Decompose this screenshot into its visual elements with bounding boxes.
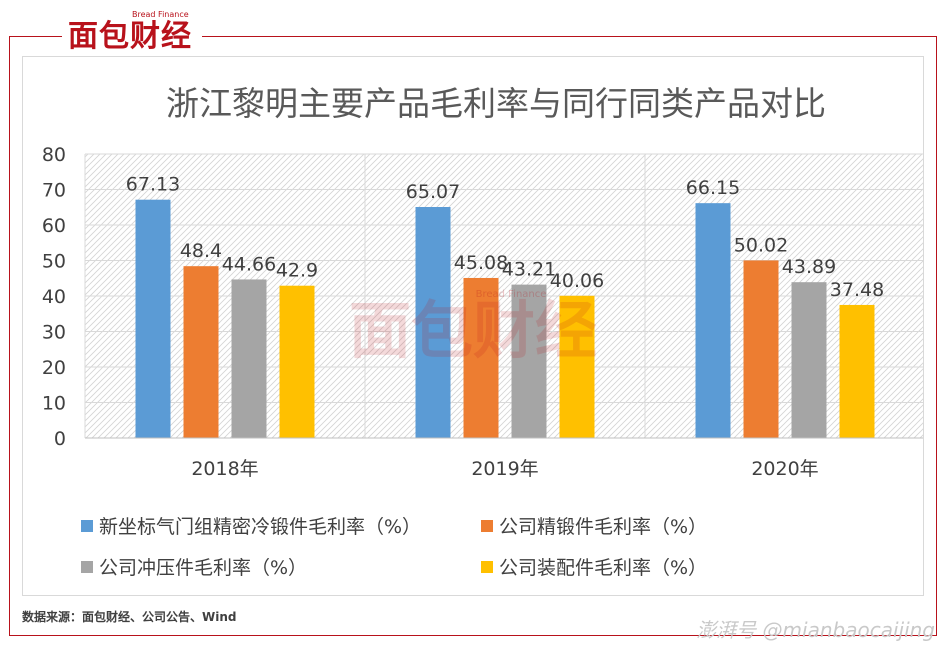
- bar-1-3: [559, 295, 595, 438]
- data-source-note: 数据来源：面包财经、公司公告、Wind: [22, 610, 237, 624]
- data-label-1-0: 65.07: [406, 181, 460, 203]
- brand-logo-text: 面包财经: [68, 19, 192, 54]
- legend-item-2: 公司冲压件毛利率（%）: [81, 553, 307, 580]
- y-tick-label-8: 80: [42, 144, 66, 166]
- chart-panel: 浙江黎明主要产品毛利率与同行同类产品对比 67.13 48.4 44.66 42.9 6…: [22, 56, 924, 596]
- legend-item-0: 新坐标气门组精密冷锻件毛利率（%）: [81, 512, 421, 539]
- data-label-0-2: 44.66: [222, 253, 276, 275]
- bar-0-0: [135, 199, 171, 438]
- x-tick-label-1: 2019年: [471, 458, 538, 480]
- bar-1-2: [511, 284, 547, 438]
- bar-0-1: [183, 266, 219, 438]
- y-tick-label-1: 10: [42, 393, 66, 415]
- bar-0-2: [231, 279, 267, 438]
- center-watermark: 面包财经: [349, 294, 597, 367]
- data-label-1-1: 45.08: [454, 252, 508, 274]
- data-label-0-1: 48.4: [180, 240, 222, 262]
- legend-label-1: 公司精锻件毛利率（%）: [499, 516, 708, 538]
- x-tick-label-0: 2018年: [191, 458, 258, 480]
- bar-2-2: [791, 282, 827, 438]
- y-tick-label-0: 0: [54, 428, 66, 450]
- data-label-2-1: 50.02: [734, 234, 788, 256]
- x-tick-label-2: 2020年: [751, 458, 818, 480]
- y-tick-label-5: 50: [42, 251, 66, 273]
- y-tick-label-3: 30: [42, 322, 66, 344]
- bars: [135, 199, 875, 438]
- legend-swatch-2: [81, 561, 93, 573]
- data-label-0-3: 42.9: [276, 260, 318, 282]
- bar-2-3: [839, 304, 875, 438]
- y-tick-label-6: 60: [42, 215, 66, 237]
- legend-label-3: 公司装配件毛利率（%）: [499, 557, 708, 579]
- bar-2-0: [695, 203, 731, 438]
- data-label-1-3: 40.06: [550, 270, 604, 292]
- gridlines: [84, 153, 923, 439]
- brand-logo: Bread Finance 面包财经: [62, 6, 202, 54]
- bar-1-0: [415, 207, 451, 438]
- legend-swatch-1: [481, 520, 493, 532]
- bar-2-1: [743, 260, 779, 438]
- data-label-0-0: 67.13: [126, 174, 180, 196]
- y-tick-label-7: 70: [42, 180, 66, 202]
- brand-logo-subtitle: Bread Finance: [132, 10, 189, 19]
- legend-label-2: 公司冲压件毛利率（%）: [99, 557, 308, 579]
- y-tick-label-2: 20: [42, 357, 66, 379]
- legend-item-3: 公司装配件毛利率（%）: [481, 553, 707, 580]
- legend-swatch-3: [481, 561, 493, 573]
- data-label-2-2: 43.89: [782, 256, 836, 278]
- center-watermark-sub: Bread Finance: [476, 289, 547, 300]
- outer-frame: [9, 36, 937, 636]
- axes: 0 10 20 30 40 50 60 70 80 2018年 2019年 2020年: [42, 144, 923, 480]
- chart-title: 浙江黎明主要产品毛利率与同行同类产品对比: [166, 84, 826, 123]
- legend-item-1: 公司精锻件毛利率（%）: [481, 512, 707, 539]
- y-tick-label-4: 40: [42, 286, 66, 308]
- legend-label-0: 新坐标气门组精密冷锻件毛利率（%）: [99, 516, 422, 538]
- data-label-1-2: 43.21: [502, 259, 556, 281]
- bar-1-1: [463, 277, 499, 438]
- platform-watermark: 澎湃号 @mianbaocaijing: [696, 618, 935, 642]
- legend-swatch-0: [81, 520, 93, 532]
- bar-0-3: [279, 285, 315, 438]
- data-label-2-3: 37.48: [830, 279, 884, 301]
- data-label-2-0: 66.15: [686, 177, 740, 199]
